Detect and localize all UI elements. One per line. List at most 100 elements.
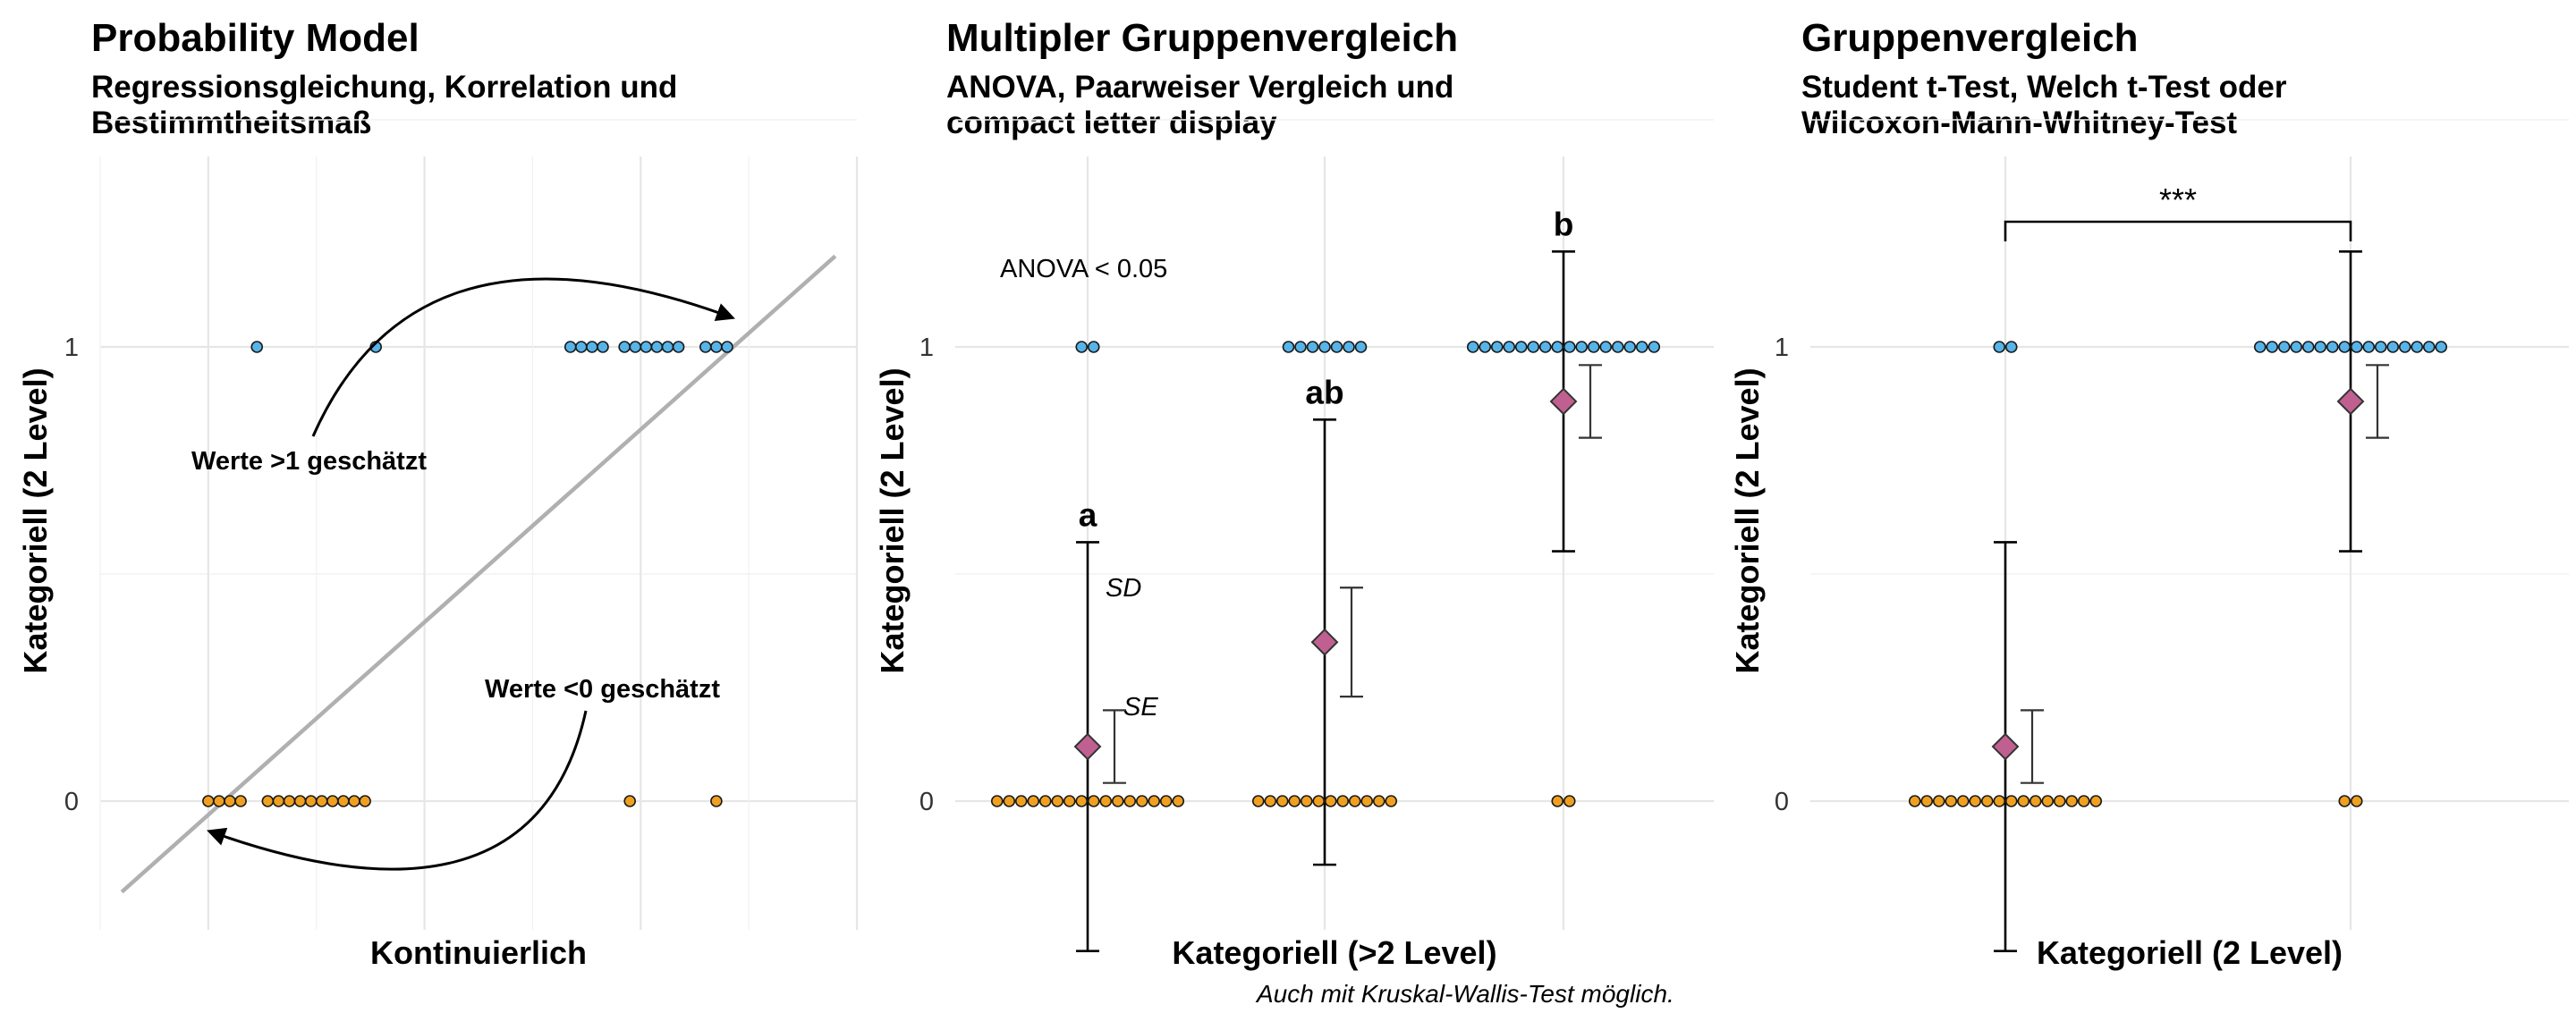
data-point bbox=[1466, 341, 1479, 353]
data-point bbox=[2386, 341, 2400, 353]
data-point bbox=[2004, 795, 2018, 807]
data-point bbox=[1623, 341, 1637, 353]
data-point bbox=[2326, 341, 2339, 353]
data-point bbox=[1514, 341, 1528, 353]
data-point bbox=[1372, 795, 1385, 807]
data-point bbox=[1587, 341, 1600, 353]
data-point bbox=[2411, 341, 2424, 353]
mean-marker bbox=[2336, 387, 2365, 416]
data-point bbox=[1611, 341, 1624, 353]
data-point bbox=[2290, 341, 2303, 353]
group-letter: b bbox=[1554, 206, 1574, 242]
y-axis-title: Kategoriell (2 Level) bbox=[17, 367, 54, 673]
data-point bbox=[672, 341, 685, 353]
data-point bbox=[1945, 795, 1958, 807]
data-point bbox=[1075, 341, 1089, 353]
data-point bbox=[2004, 341, 2018, 353]
data-point bbox=[1343, 341, 1355, 353]
data-point bbox=[1099, 795, 1113, 807]
data-point bbox=[1385, 795, 1398, 807]
data-point bbox=[1932, 795, 1945, 807]
significance-bracket bbox=[2004, 220, 2352, 241]
data-point bbox=[1551, 795, 1564, 807]
data-point bbox=[575, 341, 588, 353]
data-point bbox=[224, 795, 236, 807]
data-point bbox=[261, 795, 275, 807]
annotation-lower: Werte <0 geschätzt bbox=[485, 675, 720, 704]
data-point bbox=[1956, 795, 1970, 807]
regression-line bbox=[120, 254, 837, 894]
data-point bbox=[2435, 341, 2448, 353]
y-tick-label: 0 bbox=[919, 788, 934, 816]
x-axis-title: Kontinuierlich bbox=[370, 934, 587, 971]
data-point bbox=[1980, 795, 1994, 807]
arrow-lower bbox=[207, 710, 588, 871]
data-point bbox=[2053, 795, 2066, 807]
data-point bbox=[293, 795, 307, 807]
data-point bbox=[1288, 795, 1301, 807]
data-point bbox=[213, 795, 225, 807]
data-point bbox=[1264, 795, 1277, 807]
data-point bbox=[1027, 795, 1040, 807]
mean-marker bbox=[1310, 628, 1339, 656]
data-point bbox=[661, 341, 674, 353]
data-point bbox=[1312, 795, 1326, 807]
data-point bbox=[1075, 795, 1089, 807]
data-point bbox=[348, 795, 360, 807]
x-axis-title: Kategoriell (2 Level) bbox=[2037, 934, 2343, 971]
data-point bbox=[1969, 795, 1982, 807]
data-point bbox=[1294, 341, 1307, 353]
data-point bbox=[1336, 795, 1350, 807]
y-tick-label: 1 bbox=[64, 333, 79, 362]
data-point bbox=[1479, 341, 1492, 353]
data-point bbox=[1087, 795, 1100, 807]
data-point bbox=[1087, 341, 1100, 353]
data-point bbox=[1038, 795, 1052, 807]
data-point bbox=[1348, 795, 1361, 807]
data-point bbox=[1920, 795, 1934, 807]
data-point bbox=[1014, 795, 1028, 807]
data-point bbox=[1135, 795, 1148, 807]
data-point bbox=[315, 795, 328, 807]
data-point bbox=[1993, 795, 2006, 807]
mean-marker bbox=[1991, 732, 2020, 761]
data-point bbox=[1490, 341, 1504, 353]
data-point bbox=[337, 795, 350, 807]
data-point bbox=[1172, 795, 1185, 807]
data-point bbox=[1111, 795, 1124, 807]
data-point bbox=[1563, 795, 1576, 807]
data-point bbox=[640, 341, 653, 353]
panel-multiple-group-comparison: Multipler Gruppenvergleich ANOVA, Paarwe… bbox=[857, 0, 1716, 1030]
y-tick-label: 0 bbox=[64, 788, 79, 816]
annotation-upper: Werte >1 geschätzt bbox=[191, 447, 427, 476]
data-point bbox=[2422, 341, 2436, 353]
data-point bbox=[2338, 795, 2351, 807]
y-axis-title: Kategoriell (2 Level) bbox=[874, 367, 911, 673]
data-point bbox=[304, 795, 318, 807]
data-point bbox=[1635, 341, 1648, 353]
data-point bbox=[1648, 341, 1661, 353]
footnote: Auch mit Kruskal-Wallis-Test möglich. bbox=[1257, 980, 1674, 1008]
group-letter: a bbox=[1079, 496, 1097, 533]
data-point bbox=[1908, 795, 1921, 807]
data-point bbox=[1318, 341, 1331, 353]
data-point bbox=[1599, 341, 1613, 353]
chart-title: Gruppenvergleich bbox=[1801, 16, 2139, 60]
data-point bbox=[2350, 341, 2363, 353]
data-point bbox=[1354, 341, 1368, 353]
data-point bbox=[1575, 341, 1589, 353]
data-point bbox=[564, 341, 577, 353]
data-point bbox=[2029, 795, 2042, 807]
plot-multiple-group-comparison: 0 1 Kategoriell (>2 Level) Kategoriell (2 L… bbox=[874, 119, 1714, 971]
data-point bbox=[234, 795, 247, 807]
y-tick-label: 0 bbox=[1775, 788, 1789, 816]
data-point bbox=[1003, 795, 1016, 807]
data-point bbox=[623, 795, 637, 807]
data-point bbox=[326, 795, 339, 807]
y-axis-title: Kategoriell (2 Level) bbox=[1729, 367, 1766, 673]
panel-group-comparison: Gruppenvergleich Student t-Test, Welch t… bbox=[1712, 0, 2571, 1030]
data-point bbox=[586, 341, 598, 353]
data-point bbox=[1051, 795, 1064, 807]
data-point bbox=[618, 341, 631, 353]
data-point bbox=[650, 341, 664, 353]
